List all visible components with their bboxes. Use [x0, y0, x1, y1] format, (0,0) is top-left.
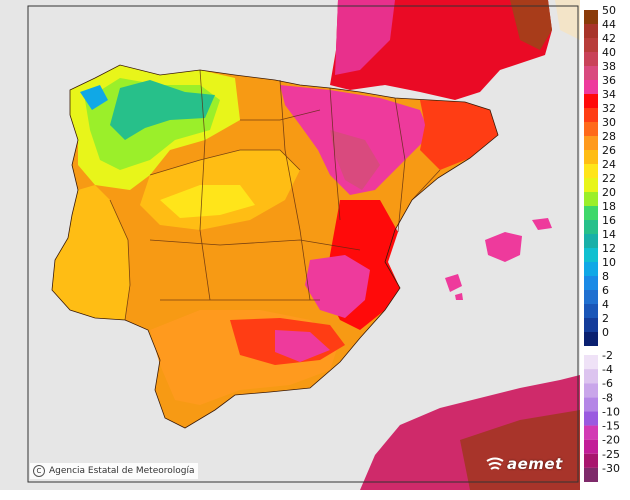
legend-positive-swatch-9: [584, 136, 598, 150]
legend-negative-swatch-4: [584, 411, 598, 426]
legend-negative-tick-label: -25: [602, 448, 620, 461]
legend-positive-tick-label: 18: [602, 200, 616, 213]
legend-positive-tick-label: 4: [602, 298, 609, 311]
formentera-island: [455, 293, 463, 300]
legend-positive-tick-label: 14: [602, 228, 616, 241]
legend-positive-swatch-10: [584, 150, 598, 164]
legend-positive-tick-label: 28: [602, 130, 616, 143]
legend-positive-swatch-14: [584, 206, 598, 220]
legend-positive-tick-label: 10: [602, 256, 616, 269]
legend-negative-swatch-7: [584, 453, 598, 468]
legend-positive-swatch-3: [584, 52, 598, 66]
temperature-legend: 5044424038363432302826242220181614121086…: [584, 4, 620, 482]
legend-positive-tick-label: 30: [602, 116, 616, 129]
catalonia-red: [420, 100, 498, 170]
legend-positive-tick-label: 50: [602, 4, 616, 17]
legend-negative-swatch-5: [584, 425, 598, 440]
temperature-map: [0, 0, 580, 490]
legend-positive-tick-label: 12: [602, 242, 616, 255]
ebro-core: [330, 130, 380, 190]
legend-positive-tick-label: 6: [602, 284, 609, 297]
legend-negative-tick-label: -20: [602, 434, 620, 447]
legend-positive-tick-label: 20: [602, 186, 616, 199]
galicia-blue-spots: [80, 85, 108, 110]
legend-positive-swatch-8: [584, 122, 598, 136]
duero-valley: [160, 185, 255, 218]
credit-text: Agencia Estatal de Meteorología: [49, 466, 195, 476]
north-africa-dark: [460, 410, 580, 490]
legend-negative-tick-label: -30: [602, 462, 620, 475]
legend-positive-swatch-11: [584, 164, 598, 178]
legend-negative-swatch-1: [584, 369, 598, 384]
legend-negative-swatch-2: [584, 383, 598, 398]
legend-positive-swatch-12: [584, 178, 598, 192]
legend-positive-swatch-22: [584, 318, 598, 332]
regional-borders: [109, 69, 441, 321]
legend-positive-tick-label: 40: [602, 46, 616, 59]
legend-negative-scale: -2-4-6-8-10 -15-20-25-30: [584, 349, 620, 482]
aemet-logo-text: aemet: [507, 455, 563, 473]
legend-positive-swatch-2: [584, 38, 598, 52]
legend-negative-swatch-6: [584, 439, 598, 454]
peninsula-coastline: [51, 64, 499, 429]
mallorca-island: [485, 232, 522, 262]
legend-positive-swatch-23: [584, 332, 598, 346]
legend-positive-tick-label: 36: [602, 74, 616, 87]
legend-positive-tick-label: 8: [602, 270, 609, 283]
legend-positive-tick-label: 38: [602, 60, 616, 73]
legend-positive-swatch-18: [584, 262, 598, 276]
legend-positive-swatch-13: [584, 192, 598, 206]
legend-positive-swatch-0: [584, 10, 598, 24]
legend-positive-tick-label: 22: [602, 172, 616, 185]
legend-positive-swatch-21: [584, 304, 598, 318]
menorca-island: [532, 218, 552, 230]
legend-positive-swatch-17: [584, 248, 598, 262]
legend-negative-swatch-8: [584, 467, 598, 482]
france-alps-dark: [510, 0, 552, 50]
legend-positive-swatch-7: [584, 108, 598, 122]
legend-positive-swatch-6: [584, 94, 598, 108]
legend-negative-tick-label: -2: [602, 349, 613, 362]
legend-positive-swatch-1: [584, 24, 598, 38]
legend-positive-swatch-19: [584, 276, 598, 290]
legend-negative-tick-label: -8: [602, 391, 613, 404]
legend-positive-tick-label: 26: [602, 144, 616, 157]
legend-positive-tick-label: 24: [602, 158, 616, 171]
legend-positive-tick-label: 2: [602, 312, 609, 325]
murcia-magenta: [305, 255, 370, 318]
legend-positive-tick-label: 16: [602, 214, 616, 227]
legend-positive-swatch-16: [584, 234, 598, 248]
legend-positive-scale: 5044424038363432302826242220181614121086…: [584, 4, 616, 346]
legend-positive-tick-label: 34: [602, 88, 616, 101]
legend-negative-tick-label: -6: [602, 377, 613, 390]
legend-positive-swatch-4: [584, 66, 598, 80]
ibiza-island: [445, 274, 462, 292]
legend-positive-swatch-15: [584, 220, 598, 234]
aemet-logo-mark-icon: [486, 457, 504, 470]
legend-negative-tick-label: -15: [602, 420, 620, 433]
legend-positive-tick-label: 32: [602, 102, 616, 115]
legend-negative-tick-label: -10: [602, 405, 620, 418]
copyright-icon: C: [33, 465, 45, 477]
guadalquivir-magenta: [275, 330, 330, 362]
legend-negative-swatch-3: [584, 397, 598, 412]
legend-positive-tick-label: 44: [602, 18, 616, 31]
legend-positive-swatch-20: [584, 290, 598, 304]
map-frame: [27, 5, 579, 483]
france-west-magenta: [335, 0, 395, 75]
legend-positive-swatch-5: [584, 80, 598, 94]
cantabrian-teal: [110, 80, 215, 140]
legend-negative-tick-label: -4: [602, 363, 613, 376]
aemet-logo: aemet: [486, 455, 563, 473]
legend-positive-tick-label: 42: [602, 32, 616, 45]
legend-negative-swatch-0: [584, 355, 598, 370]
italy-corner: [555, 0, 580, 40]
credit-line: C Agencia Estatal de Meteorología: [30, 463, 198, 479]
legend-positive-tick-label: 0: [602, 326, 609, 339]
